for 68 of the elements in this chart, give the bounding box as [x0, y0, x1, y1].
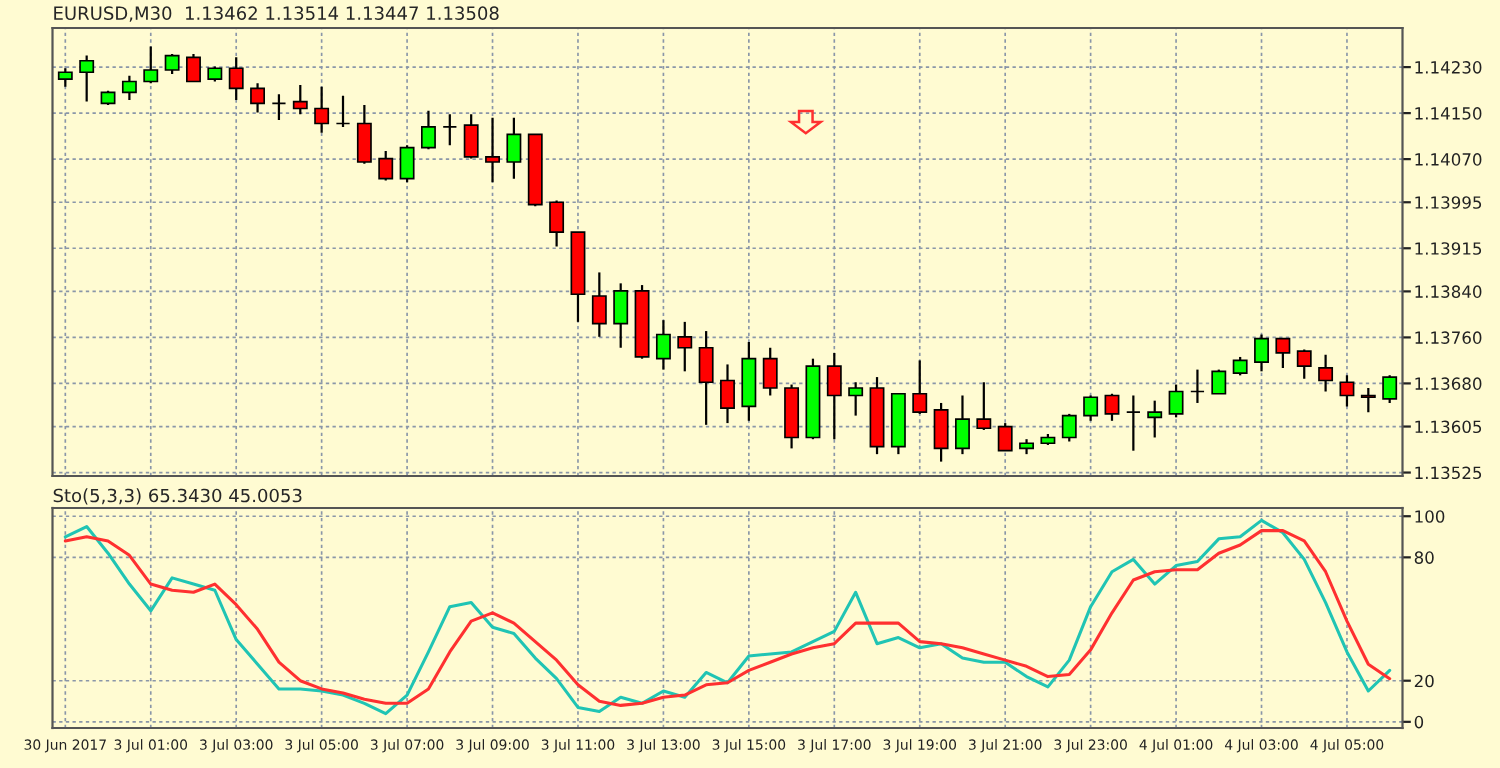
- candlestick: [698, 329, 714, 426]
- candlestick: [1296, 348, 1312, 380]
- candlestick: [762, 346, 778, 397]
- candlestick: [655, 319, 671, 371]
- candlestick: [848, 381, 864, 417]
- y-tick-label: 1.14230: [1415, 61, 1482, 74]
- candlestick: [186, 52, 201, 83]
- candlestick: [1083, 394, 1099, 422]
- candlestick: [912, 359, 928, 415]
- candlestick: [1061, 412, 1077, 443]
- y-tick-label: 1.13760: [1415, 331, 1482, 344]
- candlestick: [613, 282, 629, 349]
- candlestick: [420, 109, 436, 151]
- candlestick: [79, 54, 95, 103]
- y-tick-label: 1.13680: [1415, 377, 1482, 390]
- y-tick-label: 1.13525: [1415, 466, 1482, 480]
- candlestick: [720, 363, 735, 425]
- candlestick: [506, 116, 522, 180]
- candlestick: [976, 381, 992, 432]
- candlestick: [250, 82, 266, 114]
- candlestick: [292, 83, 308, 116]
- candlestick: [1189, 368, 1205, 405]
- candlestick: [997, 421, 1013, 452]
- candlestick: [933, 401, 949, 463]
- candlestick: [271, 93, 287, 122]
- candlestick: [741, 340, 757, 422]
- candlestick: [228, 56, 244, 101]
- candlestick: [549, 199, 565, 248]
- candlestick: [164, 52, 180, 76]
- candlestick: [1168, 383, 1184, 419]
- candlestick: [463, 113, 479, 160]
- y-tick-label: 1.14070: [1415, 153, 1482, 166]
- y-tick-label: 100: [1415, 510, 1445, 523]
- candlestick: [485, 116, 500, 184]
- candlestick: [1318, 353, 1334, 393]
- candlestick: [442, 113, 458, 147]
- candlestick: [1360, 386, 1376, 414]
- y-tick-label: 1.13915: [1415, 242, 1482, 255]
- chart-title: Sto(5,3,3) 65.3430 45.0053: [53, 488, 302, 505]
- candlestick: [1125, 394, 1141, 452]
- candlestick: [1147, 399, 1163, 439]
- candlestick: [143, 45, 159, 85]
- y-tick-label: 20: [1414, 674, 1434, 688]
- candlestick: [1211, 368, 1227, 395]
- candlestick: [335, 94, 351, 129]
- candlestick: [314, 85, 330, 134]
- y-tick-label: 80: [1414, 551, 1434, 564]
- y-tick-label: 1.13995: [1415, 196, 1482, 209]
- candlestick: [378, 149, 394, 182]
- candlestick: [591, 271, 607, 338]
- candlestick: [1339, 374, 1355, 408]
- candlestick: [1254, 333, 1269, 373]
- candlestick: [1232, 355, 1248, 377]
- candlestick: [826, 351, 842, 441]
- candlestick: [121, 74, 137, 101]
- candlestick: [677, 320, 693, 373]
- y-tick-label: 1.13840: [1415, 285, 1482, 298]
- candlestick: [57, 67, 73, 88]
- candlestick: [1104, 392, 1120, 422]
- chart-title: EURUSD,M30 1.13462 1.13514 1.13447 1.13508: [54, 6, 499, 22]
- candlestick: [356, 103, 372, 165]
- candlestick: [955, 394, 970, 456]
- candlestick: [399, 144, 415, 184]
- y-tick-label: 1.14150: [1415, 107, 1482, 120]
- y-tick-label: 0: [1414, 715, 1424, 729]
- candlestick: [1382, 374, 1398, 405]
- y-tick-label: 1.13605: [1415, 420, 1482, 434]
- candlestick: [1275, 337, 1291, 369]
